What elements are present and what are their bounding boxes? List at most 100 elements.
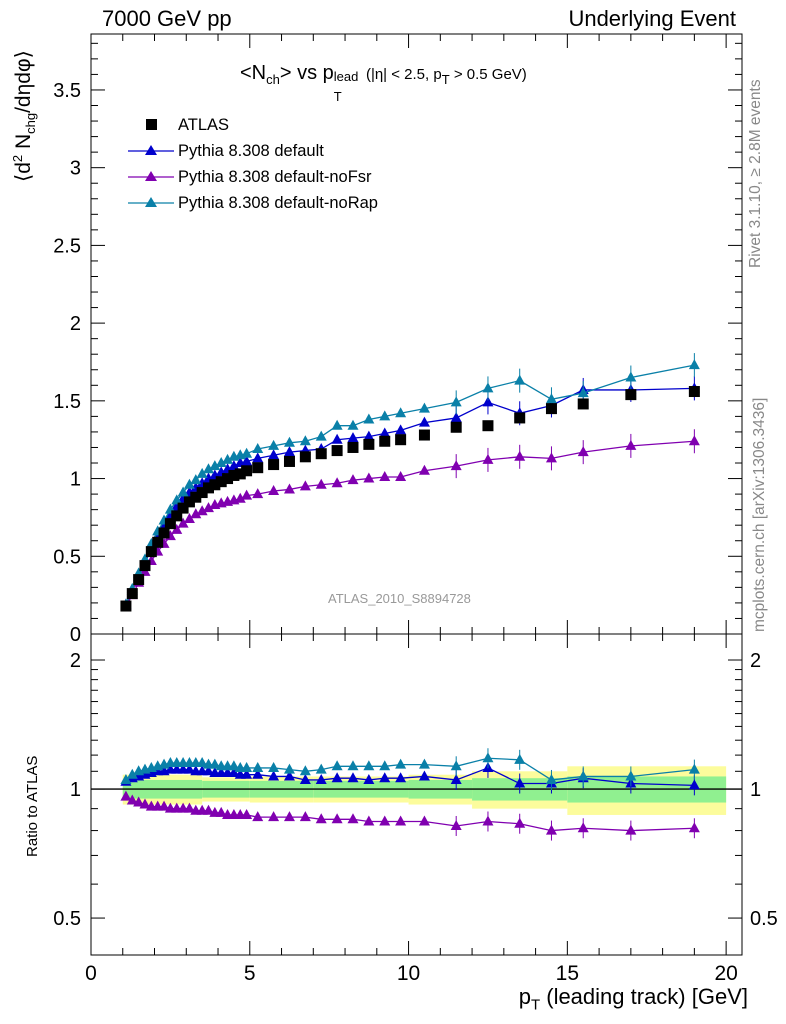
x-axis-label-sub: T bbox=[530, 996, 541, 1014]
data-point-2 bbox=[688, 435, 700, 446]
ratio-point-2 bbox=[625, 770, 637, 781]
series-line-1 bbox=[125, 387, 695, 605]
data-point-2 bbox=[577, 446, 589, 457]
data-point-2 bbox=[183, 512, 195, 523]
ratio-y-tick-label-right: 1 bbox=[750, 779, 761, 801]
ratio-point-0 bbox=[241, 768, 253, 779]
data-point-2 bbox=[171, 523, 183, 534]
x-tick-label: 5 bbox=[244, 962, 256, 985]
legend-marker-nofsr bbox=[128, 164, 178, 190]
mcplots-label: mcplots.cern.ch [arXiv:1306.3436] bbox=[751, 397, 768, 632]
data-point-1 bbox=[228, 460, 240, 471]
data-point-1 bbox=[482, 396, 494, 407]
y-tick-label: 1 bbox=[70, 469, 81, 491]
data-point-3 bbox=[331, 419, 343, 430]
legend-marker-atlas bbox=[128, 112, 178, 138]
ratio-point-0 bbox=[688, 779, 700, 790]
data-point-atlas bbox=[215, 476, 227, 488]
ratio-point-1 bbox=[545, 824, 557, 835]
data-point-atlas bbox=[209, 479, 221, 491]
ratio-point-0 bbox=[331, 772, 343, 783]
data-point-atlas bbox=[268, 459, 280, 471]
ratio-point-2 bbox=[395, 758, 407, 769]
ratio-y-tick-label: 0.5 bbox=[53, 908, 81, 930]
legend-marker-default bbox=[128, 138, 178, 164]
ratio-point-1 bbox=[514, 817, 526, 828]
ratio-point-1 bbox=[252, 811, 264, 822]
legend-item-nofsr: Pythia 8.308 default-noFsr bbox=[128, 164, 378, 190]
data-point-2 bbox=[347, 474, 359, 485]
data-point-2 bbox=[177, 517, 189, 528]
x-axis-label-rest: (leading track) [GeV] bbox=[540, 984, 748, 1009]
data-point-atlas bbox=[577, 398, 589, 410]
ratio-point-2 bbox=[577, 770, 589, 781]
ratio-point-2 bbox=[482, 752, 494, 763]
data-point-atlas bbox=[183, 496, 195, 508]
y-tick-label: 3.5 bbox=[53, 80, 81, 102]
x-tick-label: 15 bbox=[556, 962, 579, 985]
data-point-atlas bbox=[450, 421, 462, 433]
title-sup: lead bbox=[333, 69, 359, 84]
rivet-label: Rivet 3.1.10, ≥ 2.8M events bbox=[747, 79, 764, 268]
legend-label-default: Pythia 8.308 default bbox=[178, 141, 324, 160]
ratio-point-1 bbox=[363, 815, 375, 826]
ratio-point-1 bbox=[577, 822, 589, 833]
ratio-point-2 bbox=[379, 760, 391, 771]
data-point-1 bbox=[252, 452, 264, 463]
ratio-point-1 bbox=[183, 802, 195, 813]
data-point-atlas bbox=[514, 412, 526, 424]
data-point-1 bbox=[241, 455, 253, 466]
data-point-3 bbox=[688, 359, 700, 370]
data-point-3 bbox=[450, 396, 462, 407]
title-main: <N bbox=[240, 62, 267, 84]
data-point-3 bbox=[222, 453, 234, 464]
data-point-atlas bbox=[331, 445, 343, 457]
data-point-2 bbox=[202, 502, 214, 513]
data-point-atlas bbox=[202, 482, 214, 494]
data-point-atlas bbox=[299, 451, 311, 463]
data-point-3 bbox=[268, 439, 280, 450]
title-sub2: T bbox=[333, 89, 342, 104]
data-point-3 bbox=[196, 467, 208, 478]
ratio-point-2 bbox=[450, 760, 462, 771]
ratio-point-1 bbox=[315, 813, 327, 824]
data-point-atlas bbox=[625, 389, 637, 401]
data-point-atlas bbox=[545, 403, 557, 415]
legend-item-norap: Pythia 8.308 default-noRap bbox=[128, 190, 378, 216]
data-point-3 bbox=[577, 387, 589, 398]
data-point-2 bbox=[190, 508, 202, 519]
data-point-atlas bbox=[418, 429, 430, 441]
ratio-point-2 bbox=[688, 763, 700, 774]
data-point-atlas bbox=[379, 435, 391, 447]
ratio-point-2 bbox=[252, 761, 264, 772]
ratio-y-tick-label: 2 bbox=[70, 650, 81, 672]
x-axis-label: pT (leading track) [GeV] bbox=[519, 984, 748, 1013]
ratio-point-2 bbox=[514, 753, 526, 764]
ratio-point-1 bbox=[688, 822, 700, 833]
data-point-2 bbox=[450, 460, 462, 471]
ratio-point-0 bbox=[347, 772, 359, 783]
data-point-2 bbox=[196, 505, 208, 516]
analysis-watermark: ATLAS_2010_S8894728 bbox=[328, 591, 471, 606]
data-point-atlas bbox=[315, 448, 327, 460]
ratio-point-2 bbox=[418, 758, 430, 769]
ratio-point-0 bbox=[450, 773, 462, 784]
y-tick-label: 0.5 bbox=[53, 546, 81, 568]
ratio-point-0 bbox=[202, 765, 214, 776]
ratio-point-1 bbox=[347, 813, 359, 824]
data-point-2 bbox=[234, 492, 246, 503]
data-point-1 bbox=[379, 427, 391, 438]
ratio-point-2 bbox=[299, 765, 311, 776]
title-mid: > vs p bbox=[279, 62, 334, 84]
data-point-atlas bbox=[234, 468, 246, 480]
ratio-point-1 bbox=[215, 806, 227, 817]
ratio-point-0 bbox=[183, 763, 195, 774]
data-point-2 bbox=[299, 480, 311, 491]
data-point-2 bbox=[418, 464, 430, 475]
ratio-point-0 bbox=[379, 772, 391, 783]
data-point-3 bbox=[171, 494, 183, 505]
data-point-atlas bbox=[158, 527, 170, 539]
ratio-point-0 bbox=[252, 768, 264, 779]
data-point-1 bbox=[363, 430, 375, 441]
